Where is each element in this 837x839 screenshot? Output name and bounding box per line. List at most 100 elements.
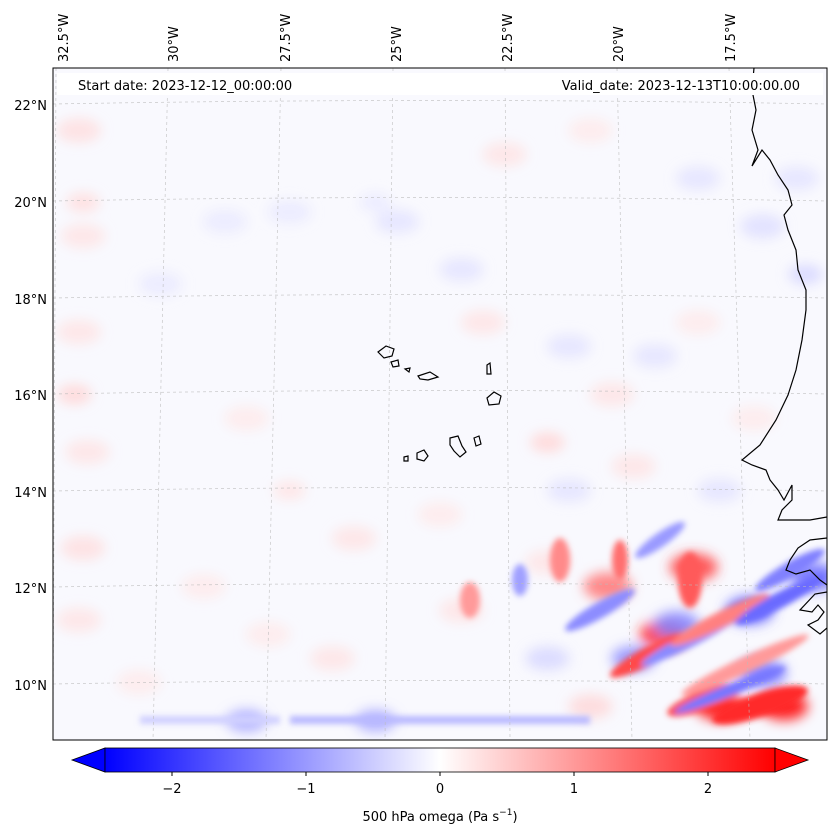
omega-feature xyxy=(273,481,306,500)
omega-texture xyxy=(418,502,462,527)
omega-texture xyxy=(676,166,720,191)
omega-feature xyxy=(530,432,565,453)
omega-texture xyxy=(332,526,376,551)
lon-label: 17.5°W xyxy=(724,14,739,62)
omega-feature xyxy=(57,384,92,405)
omega-texture xyxy=(731,406,776,431)
omega-texture xyxy=(246,622,290,647)
island-boa-vista xyxy=(486,391,502,406)
omega-texture xyxy=(61,224,106,248)
colorbar-units-exp: −1 xyxy=(499,808,512,818)
lat-label: 16°N xyxy=(14,389,47,404)
coastlines xyxy=(377,68,827,635)
omega-texture xyxy=(568,694,613,719)
omega-texture xyxy=(224,406,269,431)
omega-texture xyxy=(65,440,110,464)
omega-texture xyxy=(697,478,742,503)
island-brava xyxy=(403,455,409,462)
colorbar: −2 −1 0 1 2 500 hPa omega (Pa s−1) xyxy=(70,747,810,825)
colorbar-extend-max xyxy=(774,747,810,773)
coastline-guinea xyxy=(798,591,827,635)
coastline-senegal-south xyxy=(785,537,827,586)
latitude-labels: 22°N 20°N 18°N 16°N 14°N 12°N 10°N xyxy=(14,99,47,694)
omega-texture xyxy=(611,454,656,479)
colorbar-units-prefix: (Pa s xyxy=(468,810,499,825)
colorbar-tick-label: −1 xyxy=(296,782,315,797)
gridline-lat-16 xyxy=(53,390,827,395)
omega-feature xyxy=(66,192,100,212)
omega-texture xyxy=(138,272,183,296)
omega-texture xyxy=(774,166,819,191)
colorbar-tick-label: 0 xyxy=(436,782,444,797)
gridline-lon-30 xyxy=(152,68,169,740)
omega-texture xyxy=(375,209,419,234)
valid-date-label: Valid_date: 2023-12-13T10:00:00.00 xyxy=(562,79,800,94)
colorbar-units-suffix: ) xyxy=(512,810,517,825)
start-date-label: Start date: 2023-12-12_00:00:00 xyxy=(78,79,292,94)
lat-label: 20°N xyxy=(14,196,47,211)
omega-texture xyxy=(590,382,634,407)
island-santo-antao xyxy=(377,345,395,359)
lat-label: 10°N xyxy=(14,679,47,694)
lon-label: 22.5°W xyxy=(501,14,516,62)
coastline-africa xyxy=(740,68,827,521)
omega-texture xyxy=(56,320,101,344)
omega-texture xyxy=(461,310,505,335)
lat-label: 14°N xyxy=(14,486,47,501)
gridline-lon-27.5 xyxy=(265,68,282,740)
island-sao-nicolau xyxy=(417,371,440,381)
gridline-lat-22 xyxy=(53,100,827,105)
colorbar-tick-label: 2 xyxy=(704,782,712,797)
colorbar-variable: 500 hPa omega xyxy=(362,810,463,825)
omega-texture xyxy=(56,608,101,632)
omega-texture xyxy=(56,118,101,143)
island-fogo xyxy=(416,449,429,462)
island-santa-luzia xyxy=(403,367,411,374)
lat-label: 18°N xyxy=(14,293,47,308)
map-frame xyxy=(52,67,828,741)
omega-texture xyxy=(568,118,613,143)
omega-feature xyxy=(788,264,823,285)
island-santiago xyxy=(449,435,467,458)
gridline-lat-10 xyxy=(53,680,827,685)
omega-texture xyxy=(482,142,527,167)
longitude-labels: 32.5°W 30°W 27.5°W 25°W 22.5°W 20°W 17.5… xyxy=(57,14,739,62)
lon-label: 20°W xyxy=(612,26,627,62)
omega-texture xyxy=(676,310,720,335)
omega-texture xyxy=(181,574,226,599)
colorbar-tick-label: 1 xyxy=(570,782,578,797)
colorbar-tick-label: −2 xyxy=(162,782,181,797)
lat-label: 12°N xyxy=(14,582,47,597)
omega-texture xyxy=(61,536,106,560)
omega-texture xyxy=(439,257,484,282)
omega-texture xyxy=(203,209,247,234)
gridline-lat-20 xyxy=(53,197,827,202)
gridline-lat-12 xyxy=(53,583,827,588)
lon-label: 30°W xyxy=(167,26,182,62)
gridline-lat-14 xyxy=(53,487,827,492)
omega-texture xyxy=(310,646,355,671)
lon-label: 25°W xyxy=(390,26,405,62)
lon-label: 27.5°W xyxy=(279,14,294,62)
island-maio xyxy=(473,435,482,447)
omega-texture xyxy=(633,344,677,368)
lat-label: 22°N xyxy=(14,99,47,114)
gridline-lon-22.5 xyxy=(504,68,511,740)
gridline-lon-17.5 xyxy=(728,68,751,740)
gridline-lon-20 xyxy=(616,68,633,740)
gridline-lon-25 xyxy=(384,68,394,740)
colorbar-body xyxy=(104,747,776,773)
colorbar-title: 500 hPa omega (Pa s−1) xyxy=(362,808,517,825)
omega-feature xyxy=(360,193,391,212)
omega-field-bands xyxy=(140,521,825,725)
island-sao-vicente xyxy=(390,359,400,368)
colorbar-ticks xyxy=(171,772,709,776)
omega-texture xyxy=(547,478,591,503)
map-panel: Start date: 2023-12-12_00:00:00 Valid_da… xyxy=(52,67,828,741)
colorbar-extend-min xyxy=(70,747,106,773)
gridline-lat-18 xyxy=(53,294,827,299)
lon-label: 32.5°W xyxy=(57,14,72,62)
omega-texture xyxy=(740,214,785,239)
omega-texture xyxy=(525,646,570,671)
